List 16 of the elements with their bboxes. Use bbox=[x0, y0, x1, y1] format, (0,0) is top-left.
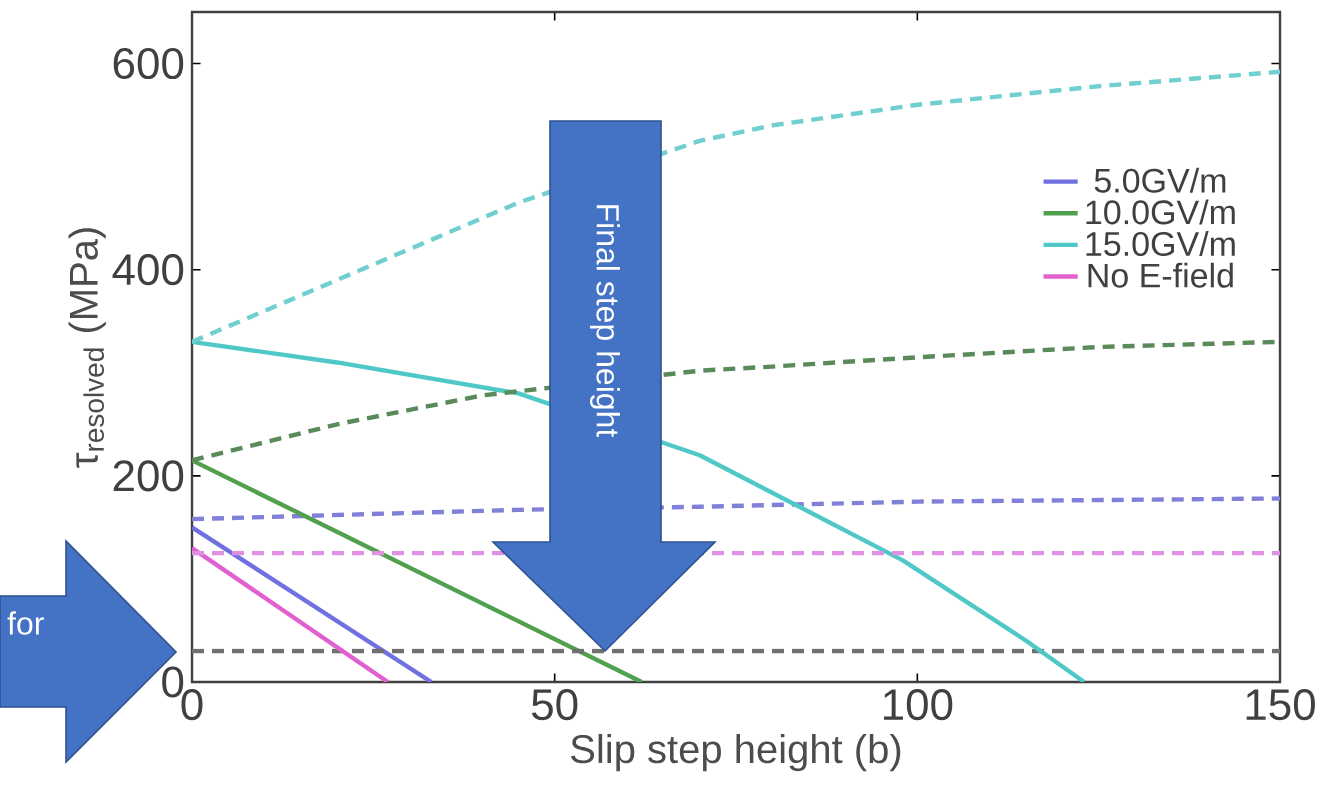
x-tick-label: 150 bbox=[1246, 689, 1315, 721]
line-series bbox=[192, 496, 1280, 522]
legend-label: 5.0GV/m bbox=[1094, 167, 1226, 193]
x-tick-label: 50 bbox=[531, 689, 578, 721]
y-tick-label: 400 bbox=[112, 254, 184, 286]
x-axis-title: Slip step height (b) bbox=[571, 733, 901, 772]
line-series bbox=[192, 69, 1280, 345]
x-tick-label: 100 bbox=[883, 689, 953, 721]
y-tick-label: 600 bbox=[113, 47, 184, 80]
y-axis-title: τ$_{resolved}$ (MPa) bbox=[68, 228, 106, 468]
legend-label: No E-field bbox=[1088, 262, 1233, 288]
y-tick-label: 200 bbox=[113, 460, 184, 492]
legend-label: 15.0GV/m bbox=[1086, 231, 1235, 257]
legend-label: 10.0GV/m bbox=[1086, 199, 1235, 225]
annotation: Final step height bbox=[590, 205, 620, 438]
text: for bbox=[7, 611, 44, 635]
